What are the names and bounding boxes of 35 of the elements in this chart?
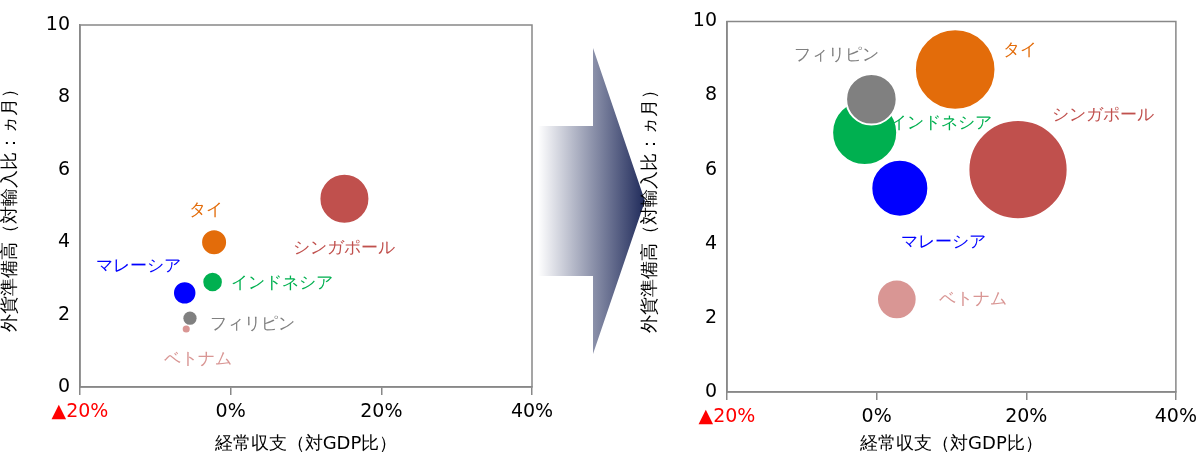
y-tick-label: 4 [57,229,70,252]
y-tick-label: 4 [704,230,717,253]
series-label: マレーシア [901,230,987,251]
x-tick-label: 40% [1154,404,1197,427]
y-tick-label: 10 [45,11,70,34]
x-axis-title: 経常収支（対GDP比） [859,431,1043,453]
y-axis-title: 外貨準備高（対輸入比：ヵ月） [638,80,660,333]
series-label: フィリピン [209,312,295,333]
series-label: インドネシア [230,272,333,293]
y-axis-title: 外貨準備高（対輸入比：ヵ月） [0,80,20,332]
x-axis-title: 経常収支（対GDP比） [213,431,398,453]
x-tick-label: 20% [1005,404,1048,427]
series-label: シンガポール [293,237,396,258]
series-label: ベトナム [164,347,233,368]
y-tick-label: 0 [704,378,717,401]
x-tick-label: 0% [861,404,892,427]
y-tick-label: 0 [57,373,70,396]
y-tick-label: 10 [692,8,717,31]
series-label: シンガポール [1052,104,1155,125]
series-label: タイ [189,198,224,219]
y-tick-label: 8 [57,84,70,107]
series-label: タイ [1003,39,1038,59]
y-tick-label: 2 [704,304,717,327]
y-tick-label: 8 [704,82,717,105]
series-label: マレーシア [96,255,182,276]
y-tick-label: 6 [704,156,717,179]
series-label: フィリピン [793,43,879,64]
x-tick-label: ▲20% [51,399,109,422]
x-tick-label: ▲20% [698,404,756,427]
y-tick-label: 2 [57,301,70,324]
x-tick-label: 0% [215,399,246,422]
series-label: ベトナム [938,287,1007,308]
x-tick-label: 20% [360,399,403,422]
y-tick-label: 6 [57,156,70,179]
x-tick-label: 40% [510,399,554,422]
